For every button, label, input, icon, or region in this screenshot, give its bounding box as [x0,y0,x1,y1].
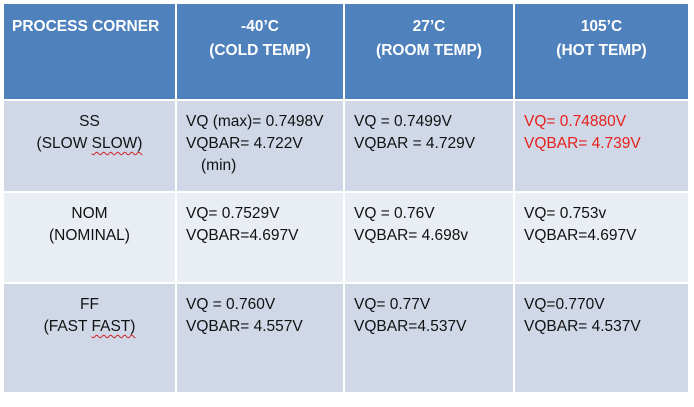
row-nom-room: VQ = 0.76V VQBAR= 4.698v [345,193,515,284]
row-ss-corner-desc-a: (SLOW [36,135,88,152]
row-nom-cold-vqbar: VQBAR=4.697V [186,227,299,244]
row-ss-cold: VQ (max)= 0.7498V VQBAR= 4.722V (min) [177,101,345,193]
row-ff-cold: VQ = 0.760V VQBAR= 4.557V [177,284,345,394]
row-ff-corner: FF (FAST FAST) [4,284,177,394]
header-hot-temp-value: 105’C [580,18,623,35]
header-cold-temp-label: (COLD TEMP) [209,42,311,59]
header-hot-temp-label: (HOT TEMP) [556,42,647,59]
row-nom-corner: NOM (NOMINAL) [4,193,177,284]
row-ff-corner-name: FF [80,296,99,313]
row-ss-corner-name: SS [79,113,100,130]
row-ff-room-vqbar: VQBAR=4.537V [354,318,467,335]
row-nom-hot-vq: VQ= 0.753v [524,205,607,222]
row-ff-room: VQ= 0.77V VQBAR=4.537V [345,284,515,394]
header-cold-temp-value: -40’C [241,18,279,35]
row-ff-hot: VQ=0.770V VQBAR= 4.537V [515,284,688,394]
header-hot-temp: 105’C (HOT TEMP) [515,4,688,101]
row-ff-hot-vqbar: VQBAR= 4.537V [524,318,641,335]
row-ss-corner-desc: (SLOW SLOW) [10,133,169,155]
header-process-corner-label: PROCESS CORNER [12,18,160,35]
header-room-temp: 27’C (ROOM TEMP) [345,4,515,101]
row-ff-room-vq: VQ= 0.77V [354,296,431,313]
process-corner-table: PROCESS CORNER -40’C (COLD TEMP) 27’C (R… [4,4,688,394]
row-ss-room-vq: VQ = 0.7499V [354,113,452,130]
header-room-temp-label: (ROOM TEMP) [376,42,482,59]
row-ss-room-vqbar: VQBAR = 4.729V [354,135,476,152]
row-ss-hot-vqbar: VQBAR= 4.739V [524,135,641,152]
header-room-temp-value: 27’C [412,18,446,35]
row-ss-corner-desc-b: SLOW) [91,135,143,152]
header-process-corner: PROCESS CORNER [4,4,177,101]
row-nom-corner-name: NOM [71,205,108,222]
row-ss-hot: VQ= 0.74880V VQBAR= 4.739V [515,101,688,193]
row-ff-cold-vqbar: VQBAR= 4.557V [186,318,303,335]
row-nom-room-vqbar: VQBAR= 4.698v [354,227,469,244]
row-nom-hot-vqbar: VQBAR=4.697V [524,227,637,244]
row-nom-corner-desc: (NOMINAL) [49,227,130,244]
row-nom-cold-vq: VQ= 0.7529V [186,205,280,222]
row-ss-hot-vq: VQ= 0.74880V [524,113,627,130]
header-cold-temp: -40’C (COLD TEMP) [177,4,345,101]
row-ss-cold-vqbar: VQBAR= 4.722V [186,135,303,152]
row-nom-cold: VQ= 0.7529V VQBAR=4.697V [177,193,345,284]
row-ff-corner-desc-a: (FAST [43,318,88,335]
row-nom-room-vq: VQ = 0.76V [354,205,435,222]
row-ff-corner-desc: (FAST FAST) [10,316,169,338]
row-ss-room: VQ = 0.7499V VQBAR = 4.729V [345,101,515,193]
row-ss-cold-note: (min) [201,157,237,174]
row-ff-cold-vq: VQ = 0.760V [186,296,276,313]
row-nom-hot: VQ= 0.753v VQBAR=4.697V [515,193,688,284]
row-ss-cold-vq: VQ (max)= 0.7498V [186,113,324,130]
row-ff-corner-desc-b: FAST) [91,318,136,335]
row-ss-corner: SS (SLOW SLOW) [4,101,177,193]
row-ff-hot-vq: VQ=0.770V [524,296,605,313]
